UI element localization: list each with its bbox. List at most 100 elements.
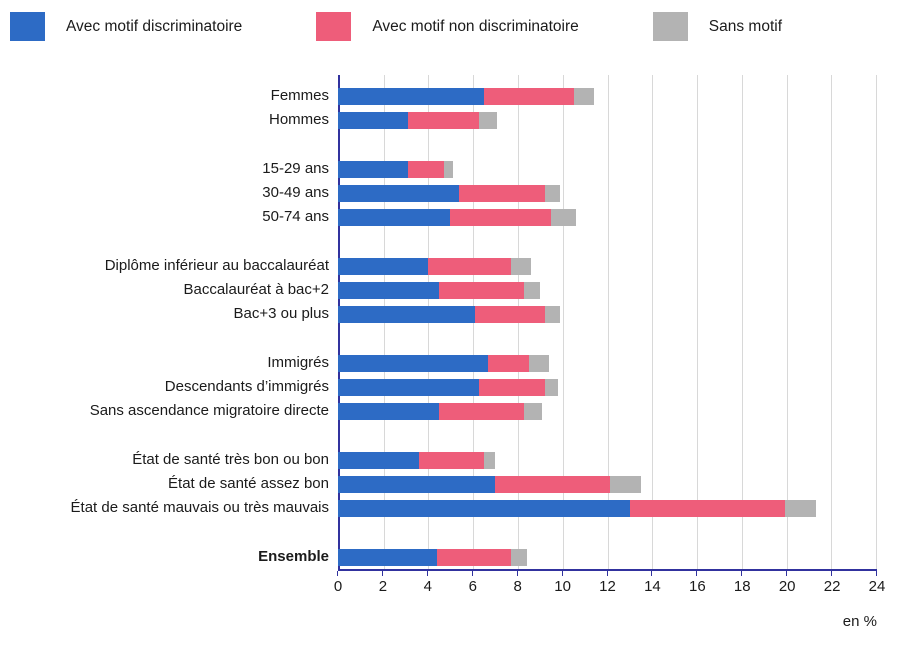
bar-segment-avec-motif-non-discriminatoire xyxy=(439,281,525,299)
group-age: 15-29 ans 30-49 ans 50-74 ans xyxy=(0,157,908,229)
chart-row: 15-29 ans xyxy=(0,157,908,181)
bar-segment-avec-motif-discriminatoire xyxy=(338,208,451,226)
tick-label-20: 20 xyxy=(778,578,796,595)
tick-mark-14 xyxy=(651,571,653,576)
bar-segment-avec-motif-discriminatoire xyxy=(338,402,440,420)
row-label: Baccalauréat à bac+2 xyxy=(183,281,329,298)
tick-mark-2 xyxy=(381,571,383,576)
bar-segment-avec-motif-discriminatoire xyxy=(338,451,419,469)
row-label: Hommes xyxy=(268,111,329,128)
bar-segment-avec-motif-non-discriminatoire xyxy=(427,257,511,275)
gridline-22 xyxy=(831,75,833,569)
bar-track xyxy=(338,499,877,517)
tick-label-16: 16 xyxy=(688,578,706,595)
group-sexe: Femmes Hommes xyxy=(0,84,908,132)
row-label: Ensemble xyxy=(258,548,329,565)
bar-track xyxy=(338,354,877,372)
tick-label-14: 14 xyxy=(644,578,661,595)
bar-segment-sans-motif xyxy=(528,354,550,372)
bar-segment-avec-motif-discriminatoire xyxy=(338,354,489,372)
tick-mark-20 xyxy=(786,571,788,576)
bar-track xyxy=(338,451,877,469)
row-label: Descendants d’immigrés xyxy=(164,378,329,395)
chart-row: 30-49 ans xyxy=(0,181,908,205)
bar-segment-avec-motif-non-discriminatoire xyxy=(407,111,480,129)
tick-mark-22 xyxy=(831,571,833,576)
bar-segment-sans-motif xyxy=(524,402,543,420)
bar-track xyxy=(338,402,877,420)
tick-mark-24 xyxy=(876,571,877,576)
bar-segment-sans-motif xyxy=(544,305,561,323)
chart-row: Diplôme inférieur au baccalauréat xyxy=(0,254,908,278)
bar-segment-avec-motif-non-discriminatoire xyxy=(495,475,610,493)
row-label: 30-49 ans xyxy=(262,184,329,201)
tick-label-10: 10 xyxy=(554,578,571,595)
row-label: 15-29 ans xyxy=(262,160,329,177)
bar-segment-avec-motif-discriminatoire xyxy=(338,378,480,396)
bar-track xyxy=(338,111,877,129)
gridline-10 xyxy=(562,75,564,569)
bar-segment-avec-motif-discriminatoire xyxy=(338,111,408,129)
bar-segment-avec-motif-discriminatoire xyxy=(338,475,496,493)
bar-segment-avec-motif-discriminatoire xyxy=(338,160,408,178)
tick-mark-6 xyxy=(471,571,473,576)
bar-segment-sans-motif xyxy=(784,499,817,517)
row-label: Immigrés xyxy=(267,354,329,371)
tick-label-2: 2 xyxy=(378,578,388,595)
row-label: Diplôme inférieur au baccalauréat xyxy=(104,257,329,274)
bar-segment-avec-motif-non-discriminatoire xyxy=(459,184,545,202)
bar-segment-sans-motif xyxy=(524,281,541,299)
chart-row: Sans ascendance migratoire directe xyxy=(0,399,908,423)
bar-track xyxy=(338,87,877,105)
tick-label-18: 18 xyxy=(733,578,751,595)
legend-swatch-avec-motif-discriminatoire xyxy=(10,12,45,41)
tick-label-6: 6 xyxy=(468,578,477,595)
bar-segment-sans-motif xyxy=(544,184,561,202)
bar-segment-avec-motif-non-discriminatoire xyxy=(483,87,574,105)
bar-segment-sans-motif xyxy=(483,451,496,469)
chart-row: Descendants d’immigrés xyxy=(0,375,908,399)
tick-mark-10 xyxy=(561,571,563,576)
x-axis: 0 2 4 6 8 10 12 14 16 18 20 22 24 en % xyxy=(334,571,885,630)
row-label: Femmes xyxy=(270,87,329,104)
chart-row: Femmes xyxy=(0,84,908,108)
legend-swatch-sans-motif xyxy=(652,12,688,41)
tick-label-0: 0 xyxy=(333,578,343,595)
chart-area: Femmes Hommes 15-29 ans 30-49 ans 50-74 ans D… xyxy=(0,75,908,571)
chart-row: Hommes xyxy=(0,108,908,132)
bar-segment-avec-motif-non-discriminatoire xyxy=(407,160,444,178)
chart-legend: Avec motif discriminatoire Avec motif non… xyxy=(10,12,782,41)
row-label: État de santé assez bon xyxy=(168,475,329,492)
bar-track xyxy=(338,475,877,493)
tick-label-24: 24 xyxy=(868,578,886,595)
chart-row: Bac+3 ou plus xyxy=(0,302,908,326)
bar-segment-sans-motif xyxy=(510,548,527,566)
bar-segment-avec-motif-discriminatoire xyxy=(338,499,630,517)
row-label: État de santé mauvais ou très mauvais xyxy=(70,499,329,516)
tick-mark-12 xyxy=(606,571,608,576)
gridline-12 xyxy=(607,75,609,569)
tick-label-12: 12 xyxy=(599,578,616,595)
bar-segment-avec-motif-non-discriminatoire xyxy=(488,354,529,372)
chart-row: État de santé très bon ou bon xyxy=(0,448,908,472)
chart-row: 50-74 ans xyxy=(0,205,908,229)
group-diplome: Diplôme inférieur au baccalauréat Baccala… xyxy=(0,254,908,326)
bar-track xyxy=(338,305,877,323)
bar-track xyxy=(338,257,877,275)
tick-mark-18 xyxy=(741,571,743,576)
gridline-24 xyxy=(876,75,877,569)
bar-segment-avec-motif-non-discriminatoire xyxy=(450,208,552,226)
bar-segment-sans-motif xyxy=(510,257,532,275)
tick-label-8: 8 xyxy=(513,578,522,595)
bar-segment-avec-motif-discriminatoire xyxy=(338,305,475,323)
bar-segment-avec-motif-non-discriminatoire xyxy=(474,305,545,323)
legend-label: Sans motif xyxy=(708,17,783,35)
bar-segment-avec-motif-non-discriminatoire xyxy=(436,548,511,566)
chart-row: Baccalauréat à bac+2 xyxy=(0,278,908,302)
tick-mark-16 xyxy=(696,571,698,576)
axis-unit-label: en % xyxy=(842,613,877,630)
bar-segment-avec-motif-non-discriminatoire xyxy=(418,451,484,469)
bar-segment-avec-motif-non-discriminatoire xyxy=(629,499,785,517)
bar-segment-sans-motif xyxy=(443,160,453,178)
